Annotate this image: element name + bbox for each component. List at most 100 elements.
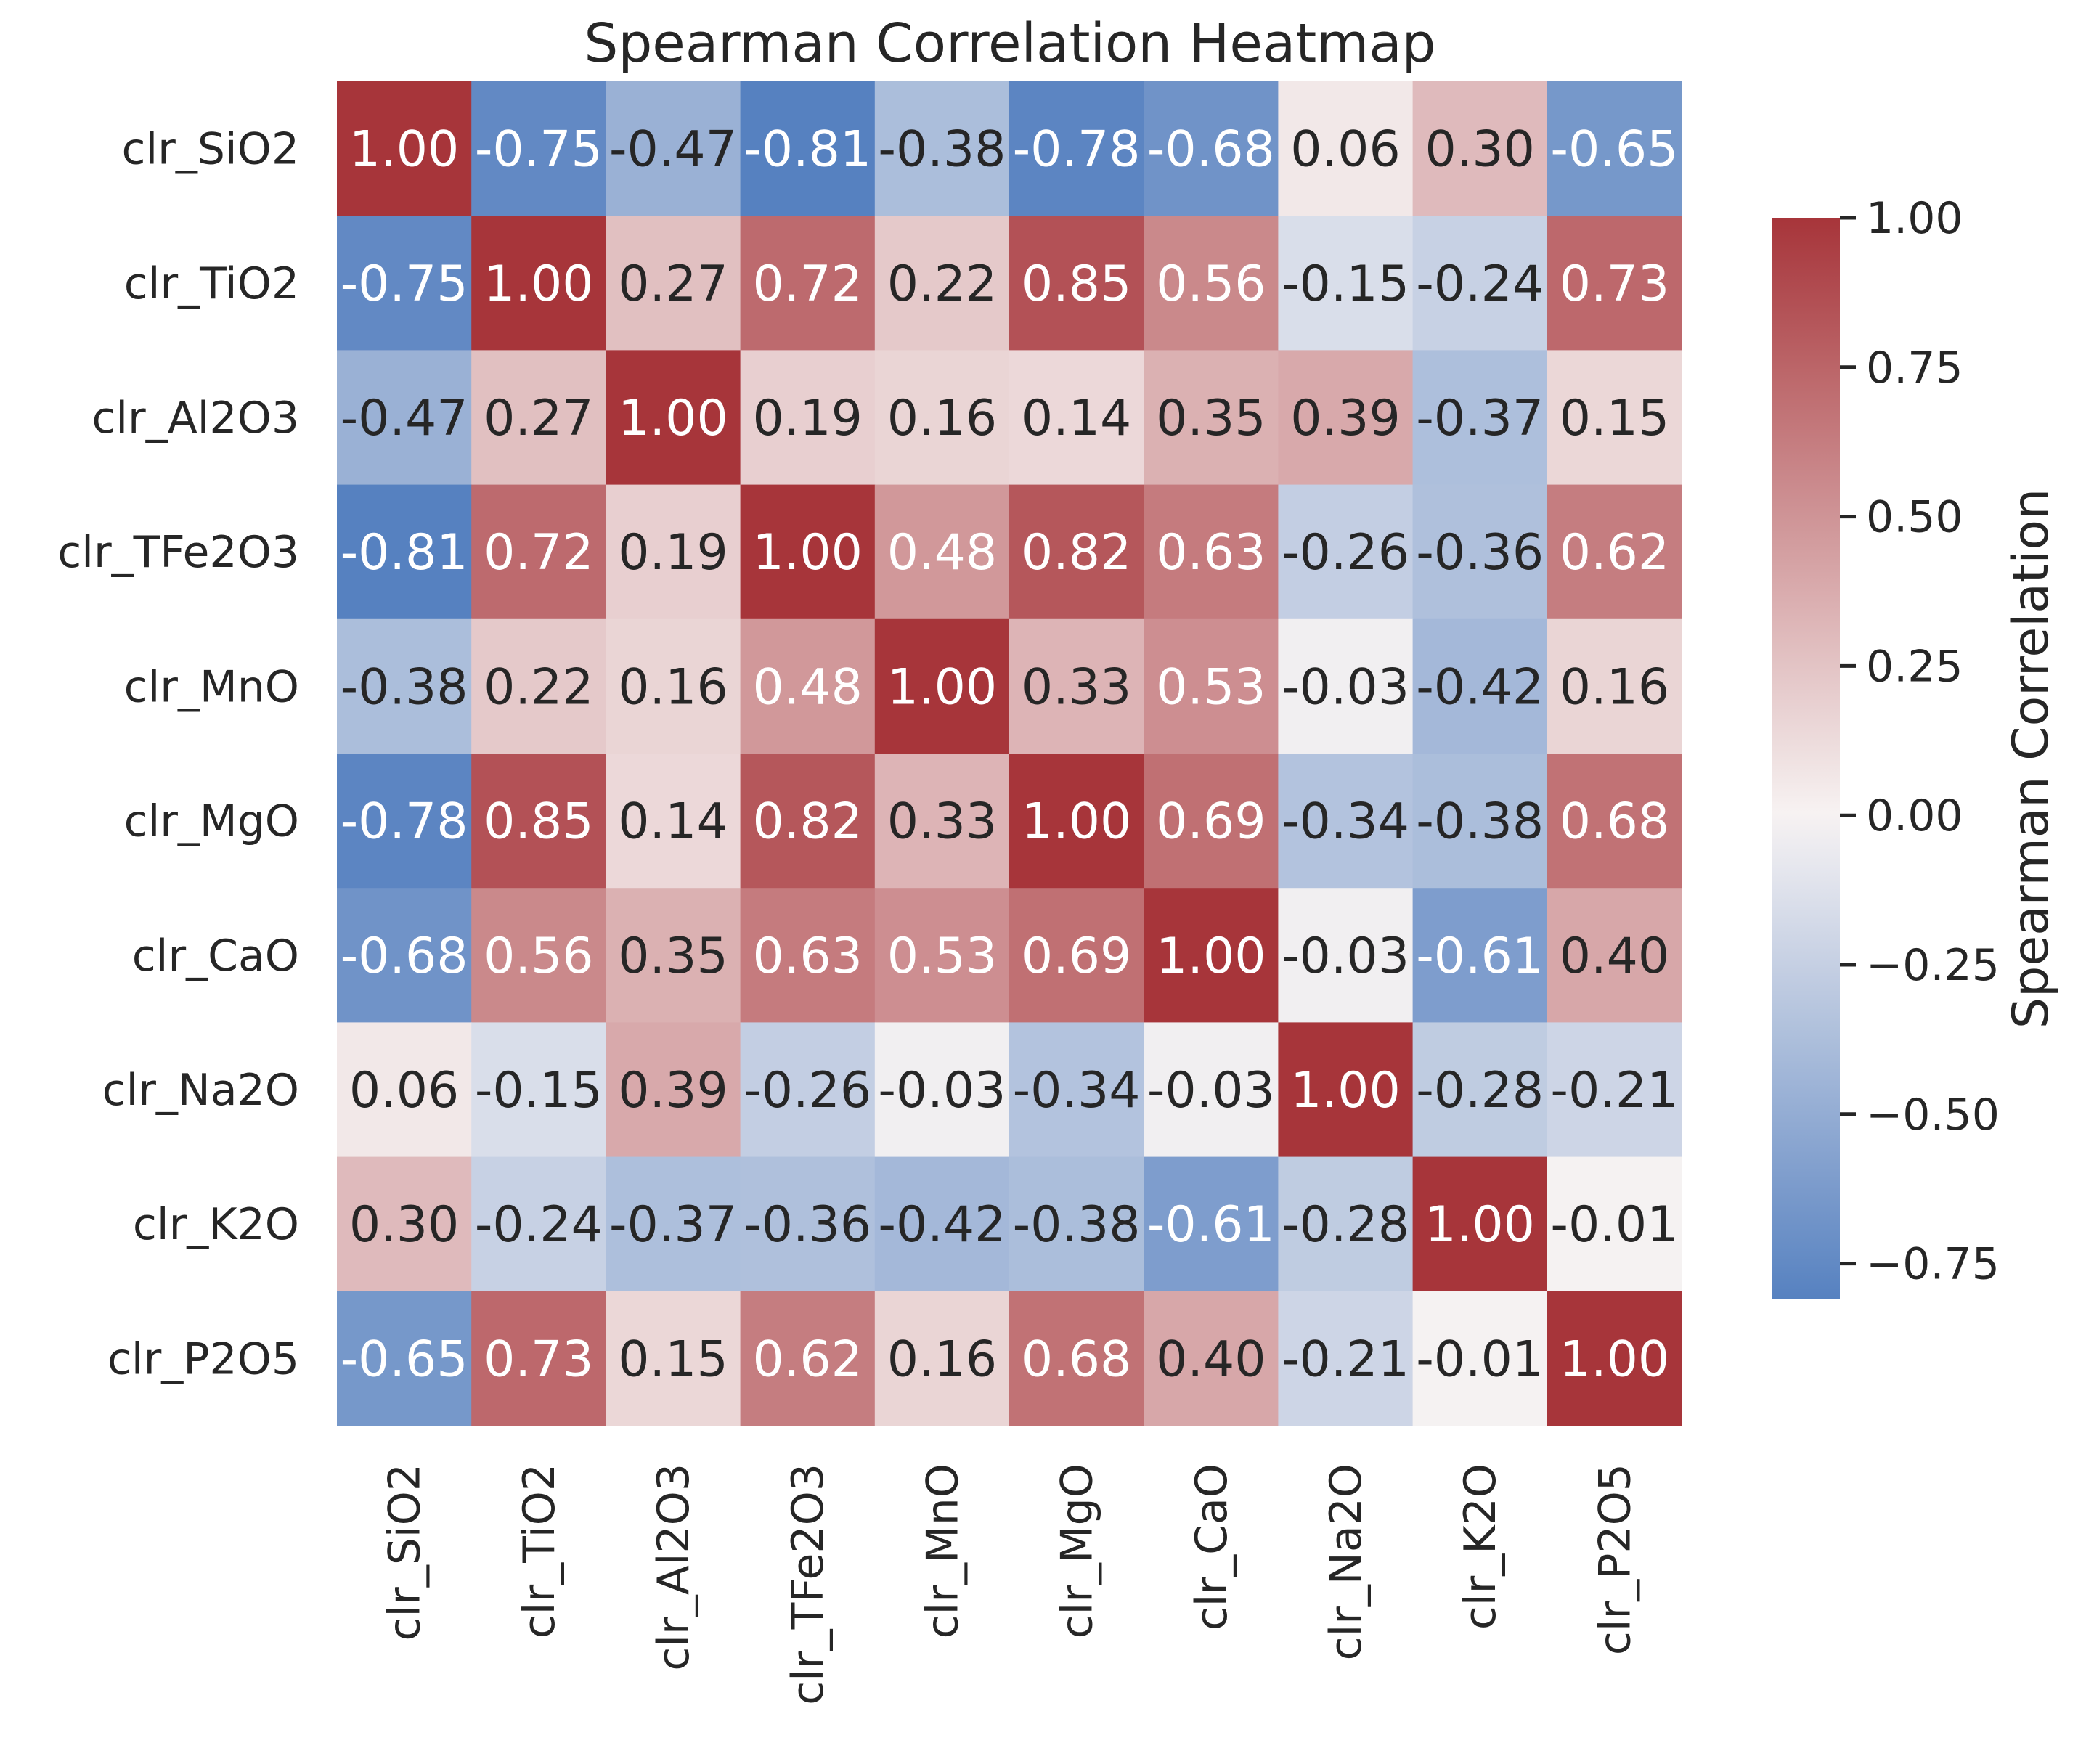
heatmap-cell-clr_MgO-clr_P2O5 xyxy=(1547,754,1682,889)
heatmap-cell-label: -0.38 xyxy=(1416,793,1544,851)
heatmap-cell-clr_MgO-clr_K2O xyxy=(1412,754,1548,889)
heatmap-cell-label: -0.78 xyxy=(1013,121,1141,179)
heatmap-cell-clr_CaO-clr_CaO xyxy=(1144,888,1279,1023)
heatmap-cell-clr_SiO2-clr_P2O5 xyxy=(1547,81,1682,216)
heatmap-cell-label: 0.19 xyxy=(618,524,728,581)
heatmap-cell-clr_K2O-clr_Na2O xyxy=(1278,1156,1414,1292)
heatmap-cell-clr_TiO2-clr_MnO xyxy=(874,216,1010,351)
heatmap-cell-clr_MnO-clr_TiO2 xyxy=(471,618,606,754)
heatmap-cell-label: 0.22 xyxy=(887,256,997,313)
heatmap-cell-clr_Al2O3-clr_K2O xyxy=(1412,350,1548,486)
heatmap-cell-clr_TiO2-clr_SiO2 xyxy=(337,216,472,351)
heatmap-cell-label: 0.72 xyxy=(752,256,862,313)
heatmap-cell-label: -0.81 xyxy=(744,121,871,179)
heatmap-cell-label: 0.62 xyxy=(752,1331,862,1388)
y-tick-label: clr_P2O5 xyxy=(107,1334,299,1384)
heatmap-cell-label: -0.61 xyxy=(1416,928,1544,985)
heatmap-cell-clr_MnO-clr_MnO xyxy=(874,618,1010,754)
heatmap-cell-label: 0.56 xyxy=(484,928,593,985)
heatmap-cell-label: 0.48 xyxy=(887,524,997,581)
heatmap-cell-label: 1.00 xyxy=(1022,793,1131,851)
heatmap-cell-clr_TFe2O3-clr_P2O5 xyxy=(1547,484,1682,620)
heatmap-cell-clr_MgO-clr_TFe2O3 xyxy=(740,754,876,889)
heatmap-cell-label: 0.53 xyxy=(1156,658,1266,716)
heatmap-cell-clr_SiO2-clr_Al2O3 xyxy=(606,81,741,216)
heatmap-cell-clr_CaO-clr_TiO2 xyxy=(471,888,606,1023)
heatmap-cell-clr_P2O5-clr_Al2O3 xyxy=(606,1291,741,1426)
heatmap-cell-label: 0.06 xyxy=(1290,121,1400,179)
heatmap-cell-label: 1.00 xyxy=(349,121,459,179)
y-axis-tick-labels: clr_SiO2 clr_TiO2 clr_Al2O3 clr_TFe2O3 clr_M… xyxy=(57,124,299,1385)
heatmap-cell-label: 0.73 xyxy=(1560,256,1669,313)
heatmap-cell-clr_Na2O-clr_TFe2O3 xyxy=(740,1022,876,1158)
heatmap-cell-clr_Na2O-clr_P2O5 xyxy=(1547,1022,1682,1158)
heatmap-cell-label: -0.34 xyxy=(1282,793,1409,851)
heatmap-cell-clr_TiO2-clr_Na2O xyxy=(1278,216,1414,351)
heatmap-cell-clr_P2O5-clr_P2O5 xyxy=(1547,1291,1682,1426)
y-tick-label: clr_K2O xyxy=(133,1199,299,1250)
colorbar-tick-label: 0.75 xyxy=(1866,343,1963,393)
heatmap-cell-label: 0.69 xyxy=(1022,928,1131,985)
heatmap-cell-label: 0.16 xyxy=(1560,658,1669,716)
heatmap-cell-clr_P2O5-clr_Na2O xyxy=(1278,1291,1414,1426)
heatmap-cell-label: 0.35 xyxy=(1156,390,1266,447)
heatmap-cell-label: -0.68 xyxy=(1147,121,1275,179)
heatmap-cell-label: 0.33 xyxy=(887,793,997,851)
colorbar-label: Spearman Correlation xyxy=(2003,489,2060,1029)
heatmap-cells: 1.00 -0.75 -0.47 -0.81 -0.38 -0.78 -0.68 0.06 0.… xyxy=(337,81,1682,1426)
heatmap-cell-clr_MgO-clr_Al2O3 xyxy=(606,754,741,889)
heatmap-cell-label: -0.42 xyxy=(878,1196,1006,1254)
heatmap-cell-label: -0.38 xyxy=(1013,1196,1141,1254)
heatmap-cell-label: 0.63 xyxy=(752,928,862,985)
heatmap-cell-label: 0.53 xyxy=(887,928,997,985)
heatmap-cell-label: -0.26 xyxy=(744,1062,871,1119)
heatmap-cell-clr_TFe2O3-clr_Al2O3 xyxy=(606,484,741,620)
heatmap-cell-label: -0.36 xyxy=(744,1196,871,1254)
heatmap-cell-clr_TiO2-clr_P2O5 xyxy=(1547,216,1682,351)
heatmap-cell-label: -0.03 xyxy=(1282,928,1409,985)
heatmap-cell-clr_P2O5-clr_MnO xyxy=(874,1291,1010,1426)
heatmap-cell-label: -0.47 xyxy=(609,121,737,179)
heatmap-cell-clr_MgO-clr_SiO2 xyxy=(337,754,472,889)
heatmap-cell-label: 1.00 xyxy=(1290,1062,1400,1119)
heatmap-cell-label: -0.01 xyxy=(1550,1196,1678,1254)
heatmap-cell-label: -0.38 xyxy=(341,658,468,716)
heatmap-cell-clr_MgO-clr_MnO xyxy=(874,754,1010,889)
heatmap-cell-clr_K2O-clr_SiO2 xyxy=(337,1156,472,1292)
heatmap-cell-label: 1.00 xyxy=(1425,1196,1534,1254)
heatmap-cell-clr_Al2O3-clr_CaO xyxy=(1144,350,1279,486)
heatmap-cell-label: 1.00 xyxy=(1156,928,1266,985)
heatmap-cell-label: 0.63 xyxy=(1156,524,1266,581)
heatmap-cell-clr_P2O5-clr_SiO2 xyxy=(337,1291,472,1426)
heatmap-cell-label: 0.39 xyxy=(618,1062,728,1119)
chart-title: Spearman Correlation Heatmap xyxy=(584,12,1435,75)
heatmap-cell-clr_MnO-clr_Na2O xyxy=(1278,618,1414,754)
heatmap-cell-clr_MnO-clr_MgO xyxy=(1009,618,1144,754)
heatmap-cell-clr_TiO2-clr_K2O xyxy=(1412,216,1548,351)
heatmap-cell-clr_CaO-clr_Na2O xyxy=(1278,888,1414,1023)
colorbar-tick-label: 0.50 xyxy=(1866,492,1963,543)
colorbar-tick-label: 1.00 xyxy=(1866,193,1963,244)
heatmap-cell-clr_MnO-clr_TFe2O3 xyxy=(740,618,876,754)
heatmap-cell-clr_MnO-clr_Al2O3 xyxy=(606,618,741,754)
heatmap-cell-label: -0.37 xyxy=(609,1196,737,1254)
heatmap-cell-label: 0.30 xyxy=(349,1196,459,1254)
heatmap-cell-label: -0.36 xyxy=(1416,524,1544,581)
heatmap-cell-label: -0.28 xyxy=(1282,1196,1409,1254)
heatmap-cell-clr_Al2O3-clr_Al2O3 xyxy=(606,350,741,486)
heatmap-cell-label: 0.33 xyxy=(1022,658,1131,716)
heatmap-cell-clr_Na2O-clr_MnO xyxy=(874,1022,1010,1158)
heatmap-cell-label: 0.68 xyxy=(1022,1331,1131,1388)
heatmap-cell-label: 0.69 xyxy=(1156,793,1266,851)
heatmap-cell-clr_Na2O-clr_SiO2 xyxy=(337,1022,472,1158)
colorbar: 1.00 0.75 0.50 0.25 0.00 −0.25 −0.50 −0.75 xyxy=(1772,193,2000,1299)
heatmap-cell-label: 0.16 xyxy=(887,1331,997,1388)
x-tick-label: clr_TFe2O3 xyxy=(783,1463,834,1705)
heatmap-cell-clr_K2O-clr_K2O xyxy=(1412,1156,1548,1292)
heatmap-cell-clr_MnO-clr_CaO xyxy=(1144,618,1279,754)
heatmap-cell-clr_Na2O-clr_CaO xyxy=(1144,1022,1279,1158)
heatmap-cell-clr_TFe2O3-clr_MnO xyxy=(874,484,1010,620)
heatmap-cell-clr_P2O5-clr_MgO xyxy=(1009,1291,1144,1426)
heatmap-cell-label: -0.15 xyxy=(1282,256,1409,313)
heatmap-cell-label: -0.78 xyxy=(341,793,468,851)
